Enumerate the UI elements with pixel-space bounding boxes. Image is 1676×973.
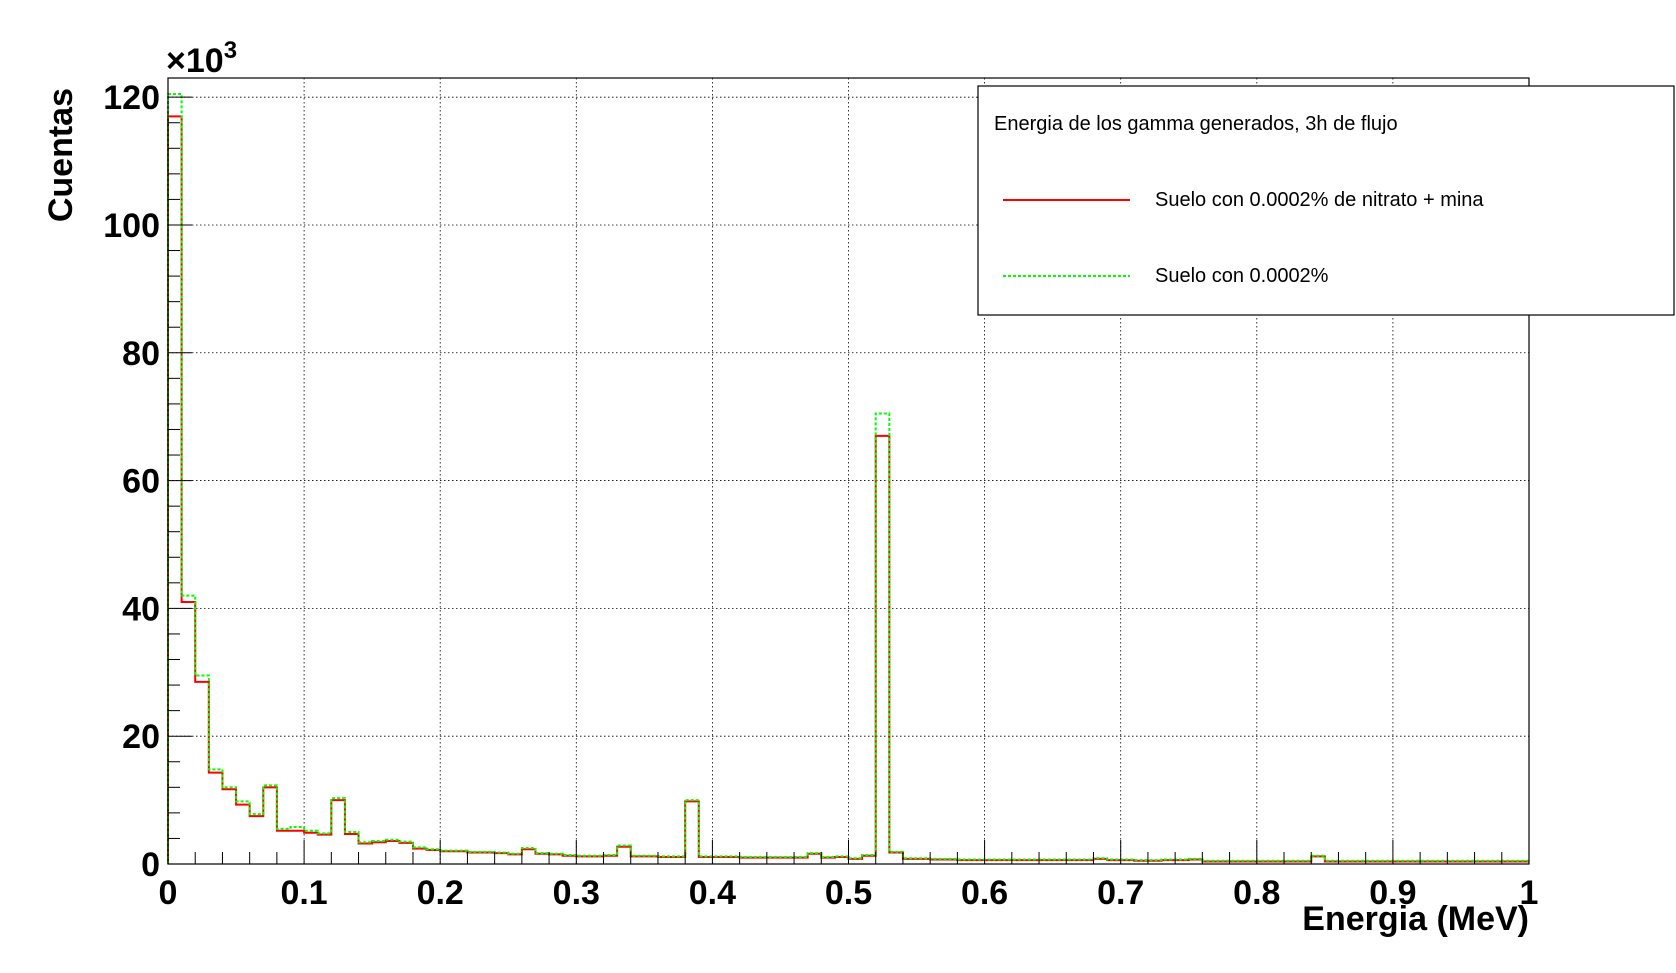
x-axis-title: Energia (MeV) bbox=[1302, 900, 1529, 938]
x-tick-label: 1 bbox=[1520, 874, 1539, 912]
x-tick-label: 0.1 bbox=[280, 874, 327, 912]
x-tick-label: 0.8 bbox=[1233, 874, 1280, 912]
y-tick-label: 60 bbox=[122, 463, 160, 501]
y-axis-title: Cuentas bbox=[42, 88, 80, 222]
legend-label-series-2: Suelo con 0.0002% bbox=[1155, 265, 1329, 287]
x-tick-label: 0.6 bbox=[961, 874, 1008, 912]
y-axis-multiplier-exponent: 3 bbox=[224, 37, 237, 64]
axis-ticks bbox=[167, 96, 1530, 865]
legend: Energia de los gamma generados, 3h de fl… bbox=[977, 85, 1675, 316]
x-tick-label: 0.4 bbox=[689, 874, 736, 912]
x-tick-label: 0.9 bbox=[1369, 874, 1416, 912]
x-tick-label: 0.7 bbox=[1097, 874, 1144, 912]
y-tick-label: 20 bbox=[122, 718, 160, 756]
tick-labels: 0 0.1 0.2 0.3 0.4 0.5 0.6 0.7 0.8 0.9 1 0 20 40 60 80 10… bbox=[103, 79, 1538, 912]
legend-label-series-1: Suelo con 0.0002% de nitrato + mina bbox=[1155, 189, 1484, 211]
y-tick-label: 100 bbox=[103, 207, 160, 245]
x-tick-label: 0.5 bbox=[825, 874, 872, 912]
y-tick-label: 80 bbox=[122, 335, 160, 373]
y-tick-label: 120 bbox=[103, 79, 160, 117]
y-tick-label: 40 bbox=[122, 590, 160, 628]
y-axis-multiplier: ×103 bbox=[166, 37, 237, 80]
x-tick-label: 0.2 bbox=[417, 874, 464, 912]
x-tick-label: 0 bbox=[159, 874, 178, 912]
legend-title: Energia de los gamma generados, 3h de fl… bbox=[994, 113, 1398, 135]
y-tick-label: 0 bbox=[141, 846, 160, 884]
x-tick-label: 0.3 bbox=[553, 874, 600, 912]
y-axis-multiplier-base: ×10 bbox=[166, 42, 224, 80]
grid-lines bbox=[168, 78, 1529, 864]
